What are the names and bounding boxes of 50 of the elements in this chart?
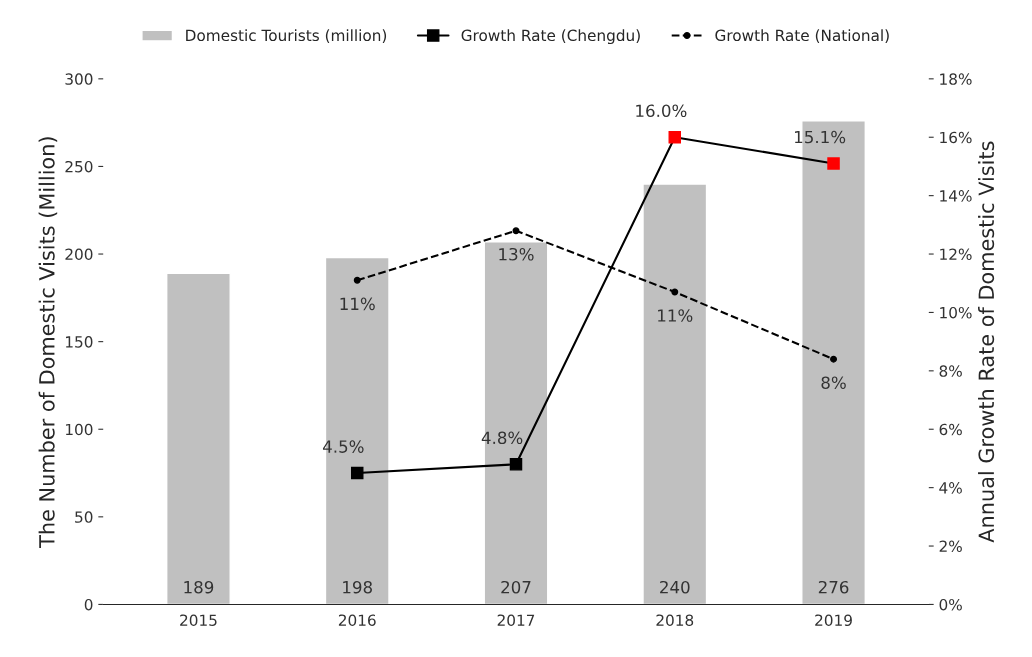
data-label: 207 <box>501 580 531 594</box>
y-axis-title: The Number of Domestic Visits (Million) <box>38 137 58 548</box>
point <box>353 276 361 284</box>
y2-tick-label: 16% <box>940 131 972 144</box>
y-tick-label: 300 <box>65 73 93 85</box>
data-label: 4.8% <box>481 431 523 445</box>
legend-label: Growth Rate (Chengdu) <box>461 29 640 45</box>
point <box>512 227 520 235</box>
y2-tick-label: 6% <box>939 423 962 436</box>
data-label: 13% <box>499 247 534 261</box>
point <box>827 157 840 170</box>
data-label: 189 <box>184 580 214 594</box>
point <box>830 355 838 363</box>
data-label: 240 <box>660 580 690 594</box>
y2-tick-label: 0% <box>939 598 962 611</box>
y-tick-label: 0 <box>84 598 93 611</box>
bar <box>483 241 549 605</box>
x-tick-label: 2016 <box>338 614 376 626</box>
y-tick-label: 50 <box>75 511 93 523</box>
y-tick-label: 100 <box>65 423 93 436</box>
legend-label: Growth Rate (National) <box>715 29 889 43</box>
legend-label: Domestic Tourists (million) <box>186 29 387 43</box>
y-tick-label: 150 <box>65 336 93 348</box>
y2-tick-label: 8% <box>939 365 962 377</box>
point <box>671 288 679 296</box>
y2-axis-title: Annual Growth Rate of Domestic Visits <box>978 141 995 543</box>
y-tick-label: 250 <box>65 160 93 173</box>
x-tick-label: 2018 <box>656 614 694 626</box>
x-tick-label: 2015 <box>180 614 217 626</box>
x-tick-label: 2019 <box>815 614 852 626</box>
bar <box>642 183 708 605</box>
data-label: 198 <box>343 580 372 594</box>
data-label: 276 <box>818 580 849 594</box>
data-label: 8% <box>821 376 846 389</box>
x-tick-label: 2017 <box>497 614 535 626</box>
bar <box>166 272 231 605</box>
data-label: 15.1% <box>795 130 846 144</box>
y2-tick-label: 10% <box>940 306 972 319</box>
data-label: 4.5% <box>322 440 364 453</box>
y2-tick-label: 18% <box>940 73 972 85</box>
y2-tick-label: 12% <box>940 248 972 261</box>
y-tick-label: 200 <box>65 248 93 261</box>
y2-tick-label: 14% <box>940 190 972 202</box>
y2-tick-label: 2% <box>939 540 962 553</box>
data-label: 16.0% <box>636 104 687 118</box>
bar <box>324 256 390 605</box>
point <box>668 130 682 144</box>
y2-tick-label: 4% <box>939 482 962 494</box>
data-label: 11% <box>658 309 693 322</box>
data-label: 11% <box>340 297 375 311</box>
